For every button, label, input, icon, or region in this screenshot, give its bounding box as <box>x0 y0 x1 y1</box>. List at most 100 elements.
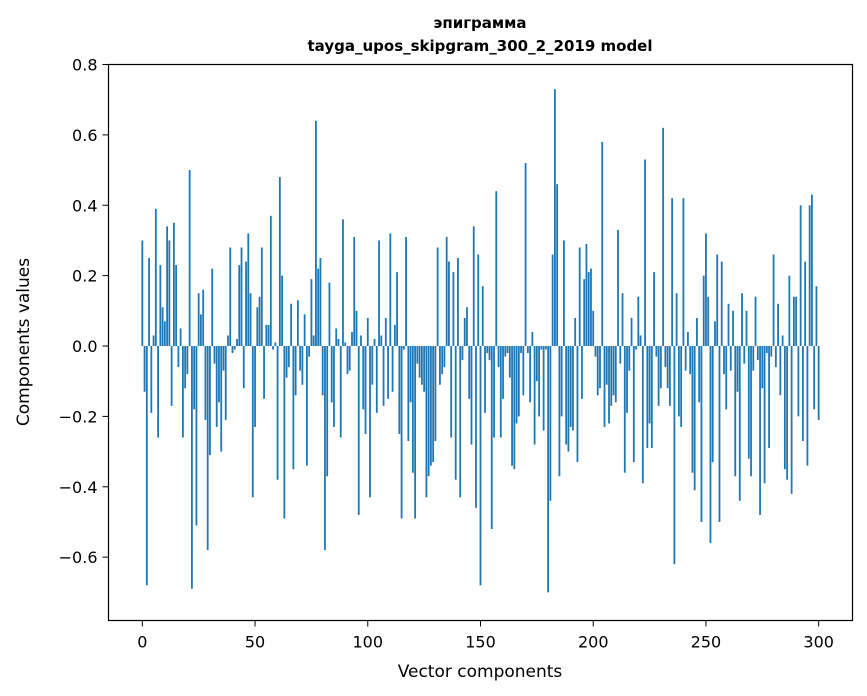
bar <box>734 346 737 477</box>
bar <box>454 346 457 480</box>
x-tick-label: 250 <box>691 633 722 652</box>
bar <box>583 279 586 347</box>
bar <box>227 335 229 347</box>
bar <box>587 272 590 347</box>
bar <box>540 346 543 350</box>
bar <box>285 346 288 378</box>
bar <box>556 184 559 347</box>
bar <box>768 346 770 449</box>
bar <box>572 346 574 431</box>
bar <box>364 346 367 434</box>
bar <box>641 346 644 484</box>
bar <box>233 346 236 350</box>
bar <box>608 346 610 424</box>
bar <box>765 346 768 354</box>
bar <box>477 254 480 347</box>
bar <box>659 346 662 389</box>
bar <box>644 159 646 347</box>
bar <box>420 346 423 385</box>
bar <box>563 240 565 347</box>
bar <box>795 296 798 347</box>
bar <box>211 268 214 347</box>
bar <box>635 346 637 350</box>
bar <box>576 346 579 463</box>
y-tick-label: 0.6 <box>72 126 97 145</box>
bar <box>339 346 342 438</box>
bar <box>407 346 410 442</box>
bar <box>585 243 588 347</box>
bar <box>254 346 256 427</box>
bar <box>159 265 162 347</box>
bar <box>772 254 775 347</box>
bar <box>689 346 692 375</box>
x-tick-label: 100 <box>352 633 383 652</box>
bar <box>333 346 335 427</box>
bar <box>565 346 568 445</box>
bar <box>668 346 671 406</box>
bar <box>797 346 800 417</box>
bar <box>398 346 401 434</box>
bar <box>499 346 502 438</box>
bar <box>441 346 444 375</box>
bar <box>732 310 734 347</box>
bar <box>806 346 809 466</box>
bar <box>777 303 779 347</box>
bar <box>596 346 599 396</box>
bar <box>709 346 712 544</box>
bar <box>484 346 486 413</box>
bar <box>745 310 748 347</box>
bar <box>662 127 665 347</box>
bar <box>617 229 619 347</box>
bar <box>754 296 757 347</box>
bar <box>680 346 683 427</box>
bar <box>666 346 669 389</box>
bar <box>224 346 227 420</box>
y-tick-label: −0.6 <box>59 548 98 567</box>
bar <box>204 346 207 420</box>
bar <box>315 120 317 347</box>
bar <box>430 346 432 466</box>
bar <box>163 321 166 347</box>
bar <box>756 346 759 361</box>
bar <box>738 346 741 501</box>
bar <box>490 346 493 530</box>
bar <box>723 346 725 375</box>
bar <box>292 346 295 470</box>
bar <box>172 222 175 347</box>
bar <box>678 346 680 417</box>
bar <box>272 346 274 350</box>
bar <box>154 208 157 347</box>
bar <box>231 346 234 354</box>
bar <box>245 261 247 347</box>
bar <box>308 346 311 357</box>
bar <box>770 346 773 357</box>
bar <box>592 310 595 347</box>
bar <box>200 314 202 347</box>
bar <box>808 205 811 347</box>
bar <box>682 198 685 347</box>
bar <box>817 346 820 420</box>
bar <box>533 346 536 445</box>
y-tick-label: −0.4 <box>59 478 98 497</box>
bar <box>303 314 306 347</box>
bar <box>362 346 365 410</box>
bar <box>657 346 660 406</box>
bar <box>655 346 658 357</box>
bar <box>312 335 315 347</box>
bar <box>743 346 746 364</box>
bar <box>384 317 387 347</box>
bar <box>290 303 293 347</box>
bar <box>182 346 184 438</box>
bar <box>472 226 475 347</box>
bar <box>400 346 403 519</box>
bar <box>470 346 473 445</box>
bar <box>648 346 651 424</box>
bar <box>150 346 153 413</box>
bar <box>179 328 182 347</box>
bar <box>511 346 513 466</box>
bar <box>549 346 552 501</box>
x-tick-label: 0 <box>137 633 147 652</box>
bar <box>716 254 719 347</box>
bar <box>664 346 667 368</box>
bar <box>481 286 484 347</box>
